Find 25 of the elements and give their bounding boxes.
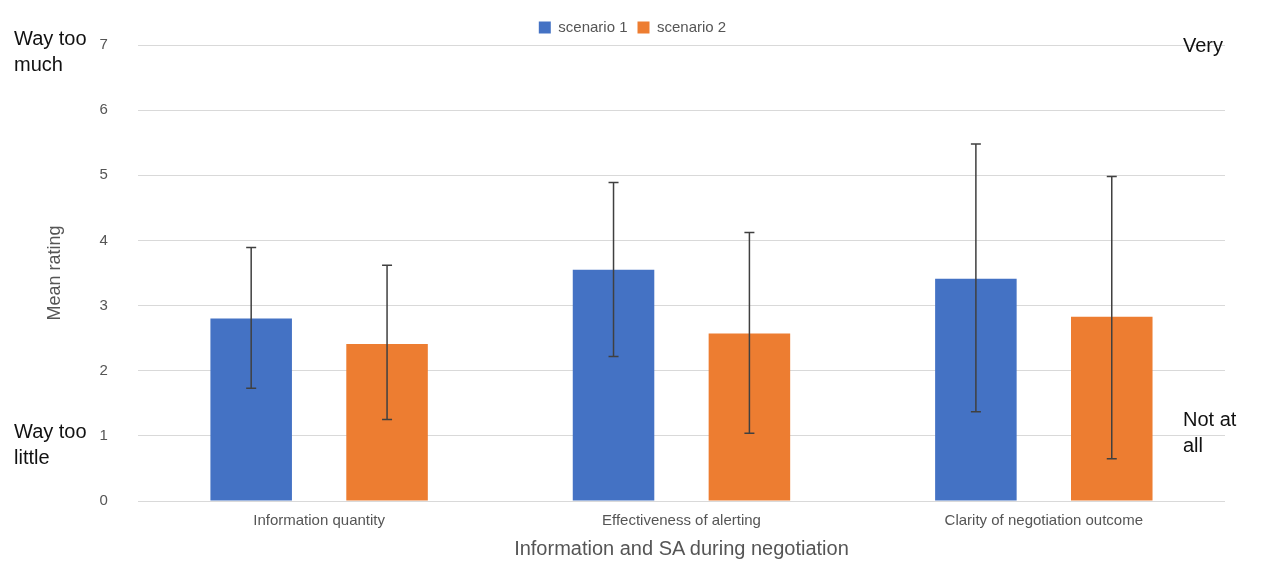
y-tick-label: 6	[99, 100, 108, 118]
y-tick-label: 7	[99, 35, 108, 53]
bar	[210, 318, 292, 501]
y-axis-title: Mean rating	[43, 225, 64, 321]
x-axis-title: Information and SA during negotiation	[514, 536, 849, 559]
legend-label: scenario 1	[558, 17, 628, 35]
x-tick-label: Effectiveness of alerting	[601, 511, 761, 529]
x-tick-label: Information quantity	[253, 511, 386, 529]
y-tick-label: 0	[99, 491, 108, 509]
bar	[1071, 316, 1153, 501]
y-tick-label: 4	[99, 230, 108, 248]
annotation: Not at all	[1183, 406, 1238, 458]
bar	[935, 278, 1017, 501]
y-tick-label: 1	[99, 426, 108, 443]
y-tick-label: 3	[99, 295, 108, 313]
bar	[346, 344, 428, 501]
text: Way too much	[14, 27, 87, 75]
bar	[572, 269, 655, 501]
y-tick-label: 2	[99, 360, 108, 378]
bar	[708, 333, 791, 501]
annotation: Very	[1183, 33, 1225, 58]
y-tick-label: 5	[99, 165, 108, 183]
text: Way too little	[14, 419, 87, 468]
x-tick-label: Clarity of negotiation outcome	[944, 511, 1144, 529]
legend-label: scenario 2	[657, 17, 727, 35]
